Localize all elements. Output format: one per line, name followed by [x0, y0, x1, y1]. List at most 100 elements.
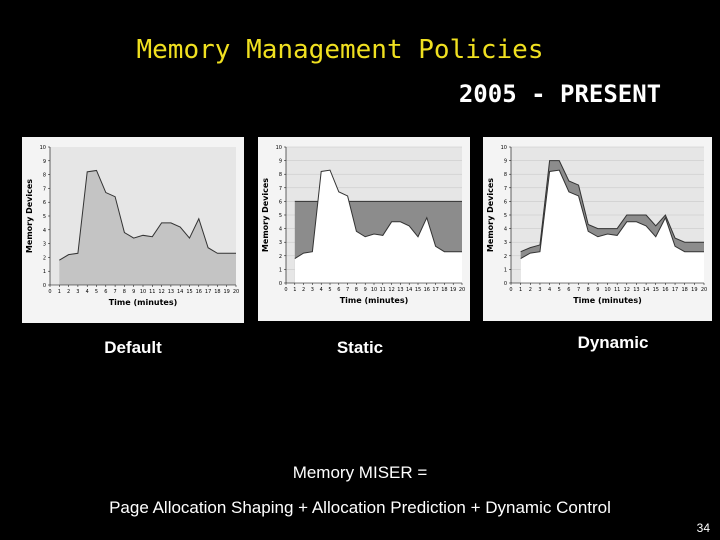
x-tick-label: 18 [214, 289, 220, 295]
y-tick-label: 9 [504, 159, 507, 165]
y-tick-label: 0 [43, 283, 46, 289]
slide-title: Memory Management Policies [137, 35, 544, 65]
y-tick-label: 2 [43, 255, 46, 261]
x-tick-label: 0 [48, 289, 51, 295]
y-tick-label: 4 [43, 228, 46, 234]
y-tick-label: 10 [40, 145, 46, 151]
y-tick-label: 9 [43, 159, 46, 165]
x-tick-label: 18 [441, 287, 447, 293]
y-tick-label: 5 [279, 213, 282, 219]
x-tick-label: 16 [196, 289, 202, 295]
x-tick-label: 13 [397, 287, 403, 293]
x-tick-label: 9 [596, 287, 599, 293]
y-tick-label: 6 [504, 199, 507, 205]
x-tick-label: 0 [509, 287, 512, 293]
x-tick-label: 6 [567, 287, 570, 293]
page-number: 34 [697, 521, 711, 535]
x-tick-label: 12 [624, 287, 630, 293]
x-tick-label: 15 [186, 289, 192, 295]
y-tick-label: 1 [279, 267, 282, 273]
x-tick-label: 10 [371, 287, 377, 293]
y-axis-label: Memory Devices [261, 178, 270, 252]
y-tick-label: 6 [43, 200, 46, 206]
x-tick-label: 4 [86, 289, 89, 295]
y-tick-label: 3 [504, 240, 507, 246]
x-axis-label: Time (minutes) [109, 298, 178, 307]
y-tick-label: 8 [279, 172, 282, 178]
caption: Static [337, 338, 383, 357]
x-tick-label: 7 [346, 287, 349, 293]
y-tick-label: 5 [504, 213, 507, 219]
x-tick-label: 2 [302, 287, 305, 293]
x-tick-label: 1 [293, 287, 296, 293]
footer-line: Memory MISER = [293, 463, 428, 482]
y-tick-label: 8 [43, 173, 46, 179]
x-axis-label: Time (minutes) [573, 296, 642, 305]
y-tick-label: 4 [279, 227, 282, 233]
x-tick-label: 12 [158, 289, 164, 295]
x-tick-label: 1 [58, 289, 61, 295]
line [59, 169, 236, 261]
y-axis-label: Memory Devices [25, 179, 34, 253]
line [520, 160, 704, 253]
x-tick-label: 17 [205, 289, 211, 295]
x-tick-label: 2 [529, 287, 532, 293]
x-tick-label: 6 [104, 289, 107, 295]
area [520, 170, 704, 283]
x-tick-label: 5 [328, 287, 331, 293]
x-tick-label: 20 [233, 289, 239, 295]
y-tick-label: 10 [276, 145, 282, 151]
x-tick-label: 17 [672, 287, 678, 293]
y-tick-label: 7 [504, 186, 507, 192]
x-tick-label: 7 [114, 289, 117, 295]
y-tick-label: 5 [43, 214, 46, 220]
x-tick-label: 7 [577, 287, 580, 293]
y-tick-label: 3 [279, 240, 282, 246]
x-tick-label: 13 [633, 287, 639, 293]
y-tick-label: 2 [279, 254, 282, 260]
x-tick-label: 20 [701, 287, 707, 293]
y-tick-label: 1 [504, 267, 507, 273]
y-tick-label: 10 [501, 145, 507, 151]
x-tick-label: 5 [95, 289, 98, 295]
x-tick-label: 11 [614, 287, 620, 293]
y-tick-label: 0 [279, 281, 282, 287]
x-tick-label: 19 [224, 289, 230, 295]
x-tick-label: 18 [682, 287, 688, 293]
x-tick-label: 8 [587, 287, 590, 293]
x-tick-label: 1 [519, 287, 522, 293]
x-tick-label: 5 [558, 287, 561, 293]
x-tick-label: 10 [140, 289, 146, 295]
x-tick-label: 11 [149, 289, 155, 295]
area [59, 170, 236, 285]
x-tick-label: 0 [284, 287, 287, 293]
y-tick-label: 4 [504, 227, 507, 233]
y-tick-label: 7 [43, 186, 46, 192]
x-tick-label: 4 [548, 287, 551, 293]
caption: Dynamic [578, 333, 649, 352]
y-tick-label: 3 [43, 242, 46, 248]
x-tick-label: 4 [320, 287, 323, 293]
footer-line: Page Allocation Shaping + Allocation Pre… [109, 498, 611, 517]
x-tick-label: 16 [424, 287, 430, 293]
x-tick-label: 8 [355, 287, 358, 293]
x-tick-label: 12 [388, 287, 394, 293]
y-tick-label: 8 [504, 172, 507, 178]
y-tick-label: 2 [504, 254, 507, 260]
x-tick-label: 3 [311, 287, 314, 293]
slide-subtitle: 2005 - PRESENT [459, 80, 661, 108]
x-tick-label: 13 [168, 289, 174, 295]
y-tick-label: 6 [279, 199, 282, 205]
x-tick-label: 15 [415, 287, 421, 293]
x-tick-label: 11 [380, 287, 386, 293]
y-tick-label: 9 [279, 159, 282, 165]
x-tick-label: 3 [538, 287, 541, 293]
x-tick-label: 14 [406, 287, 412, 293]
x-axis-label: Time (minutes) [340, 296, 409, 305]
x-tick-label: 15 [653, 287, 659, 293]
area [294, 170, 462, 283]
